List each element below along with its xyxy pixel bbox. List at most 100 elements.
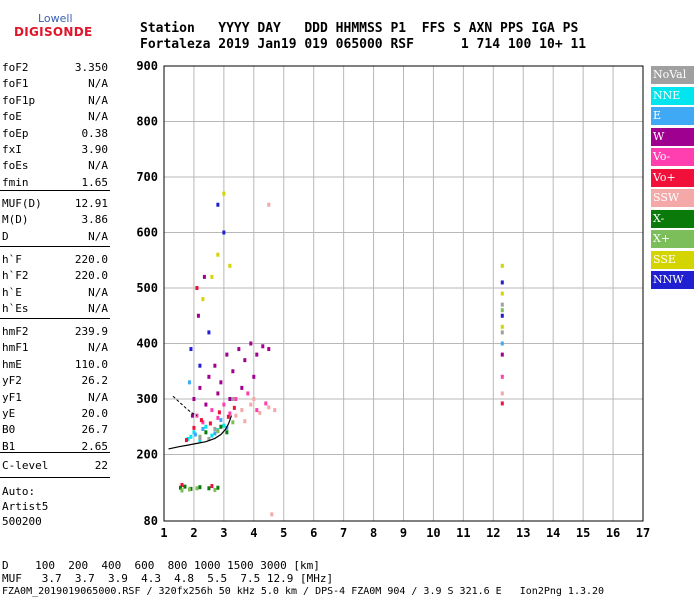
- separator: [0, 477, 110, 478]
- data-point-x-: [216, 485, 220, 490]
- legend-item-vo-: Vo-: [651, 148, 694, 166]
- chart-traces: [168, 395, 232, 450]
- data-point-nnw: [222, 230, 226, 235]
- param-name: yF2: [2, 374, 22, 388]
- param-name: h`E: [2, 285, 22, 299]
- legend-item-noval: NoVal: [651, 66, 694, 84]
- data-point-sse: [500, 263, 504, 268]
- param-value: 3.86: [81, 213, 109, 227]
- data-point-w: [267, 347, 271, 352]
- param-value: N/A: [88, 77, 108, 91]
- data-point-w: [252, 374, 256, 379]
- profile-trace-dashed: [172, 395, 198, 417]
- data-point-w: [216, 391, 220, 396]
- data-point-sse: [222, 191, 226, 196]
- param-row-h-es: h`Es N/A: [2, 302, 108, 316]
- data-point-vo-: [195, 413, 199, 418]
- param-row-fmin: fmin 1.65: [2, 176, 108, 190]
- data-point-w: [228, 397, 232, 401]
- separator: [0, 190, 110, 191]
- data-point-w: [243, 358, 247, 363]
- param-name: foE: [2, 110, 22, 124]
- data-point-noval: [231, 397, 235, 401]
- data-point-nne: [210, 433, 214, 438]
- digisonde-logo-text: DIGISONDE: [14, 25, 93, 39]
- plot-frame: [163, 65, 644, 522]
- param-row-b0: B0 26.7: [2, 423, 108, 437]
- param-value: 220.0: [74, 269, 108, 283]
- data-point-x-: [178, 485, 182, 490]
- data-point-x-: [213, 487, 217, 492]
- data-point-w: [225, 352, 229, 357]
- data-point-x-: [219, 424, 223, 429]
- legend-item-nnw: NNW: [651, 271, 694, 289]
- param-value: N/A: [88, 390, 108, 404]
- param-name: C-level: [2, 459, 49, 472]
- param-value: 2.65: [81, 439, 109, 453]
- param-name: foEs: [2, 159, 29, 173]
- data-point-noval: [500, 302, 504, 307]
- data-point-w: [219, 380, 223, 385]
- data-point-vo-: [500, 374, 504, 379]
- data-point-vo-: [195, 286, 199, 290]
- data-point-x-: [207, 486, 211, 491]
- param-value: N/A: [88, 159, 108, 173]
- x-tick-label: 5: [280, 526, 287, 540]
- x-tick-label: 4: [250, 526, 257, 540]
- param-name: MUF(D): [2, 197, 42, 210]
- data-point-w: [255, 352, 259, 357]
- data-point-noval: [500, 330, 504, 335]
- param-row-h-f2: h`F2 220.0: [2, 269, 108, 283]
- autoscaler-label: Auto:: [2, 485, 36, 498]
- data-point-ssw: [273, 408, 277, 413]
- param-value: 220.0: [74, 253, 108, 266]
- data-point-vo-: [201, 420, 205, 425]
- param-name: fmin: [2, 175, 29, 189]
- param-name: yF1: [2, 390, 22, 404]
- legend-item-x-: X-: [651, 209, 694, 228]
- header-row-labels: Station YYYY DAY DDD HHMMSS P1 FFS S AXN…: [140, 21, 579, 36]
- param-name: foF1p: [2, 93, 36, 107]
- param-name: B0: [2, 423, 16, 437]
- param-row-b1: B1 2.65: [2, 440, 108, 454]
- param-name: M(D): [2, 213, 29, 227]
- data-point-vo-: [234, 397, 238, 401]
- muf-row: MUF 3.7 3.7 3.9 4.3 4.8 5.5 7.5 12.9 [MH…: [2, 572, 334, 585]
- data-point-w: [240, 385, 244, 390]
- data-point-vo-: [232, 405, 236, 410]
- file-info: FZA0M_2019019065000.RSF / 320fx256h 50 k…: [2, 586, 605, 597]
- param-value: 1.65: [81, 175, 109, 189]
- data-point-ssw: [500, 391, 504, 396]
- y-tick-label: 900: [136, 59, 158, 73]
- data-point-vo-: [199, 418, 203, 423]
- param-name: h`F: [2, 253, 22, 266]
- data-point-e: [201, 426, 205, 431]
- data-point-ssw: [258, 410, 262, 415]
- param-name: yE: [2, 407, 16, 420]
- param-row-m-d-: M(D) 3.86: [2, 213, 108, 227]
- x-tick-label: 9: [400, 526, 407, 540]
- legend-item-ssw: SSW: [651, 189, 694, 207]
- separator: [0, 318, 110, 319]
- y-tick-label: 300: [136, 392, 158, 406]
- data-point-x-: [183, 484, 187, 489]
- data-point-noval: [213, 426, 217, 431]
- param-row-d: D N/A: [2, 230, 108, 244]
- data-point-w: [207, 374, 211, 379]
- param-row-h-f: h`F 220.0: [2, 253, 108, 267]
- chart-points: [178, 191, 504, 517]
- x-tick-label: 2: [190, 526, 197, 540]
- data-point-x-: [187, 487, 191, 492]
- y-tick-label: 500: [136, 281, 158, 295]
- chart-axes: 1 2 3 4 5 6 7 8 9 10 11 12 13 14 15 16 17802003004005006…: [136, 59, 650, 540]
- data-point-sse: [500, 291, 504, 296]
- param-row-foep: foEp 0.38: [2, 127, 108, 141]
- data-point-e: [187, 380, 191, 385]
- legend-item-vo-: Vo+: [651, 168, 694, 187]
- param-value: 3.90: [81, 143, 109, 156]
- data-point-e: [219, 418, 223, 423]
- separator: [0, 452, 110, 453]
- data-point-x-: [204, 430, 208, 435]
- param-name: hmF1: [2, 341, 29, 355]
- data-point-ssw: [270, 512, 274, 517]
